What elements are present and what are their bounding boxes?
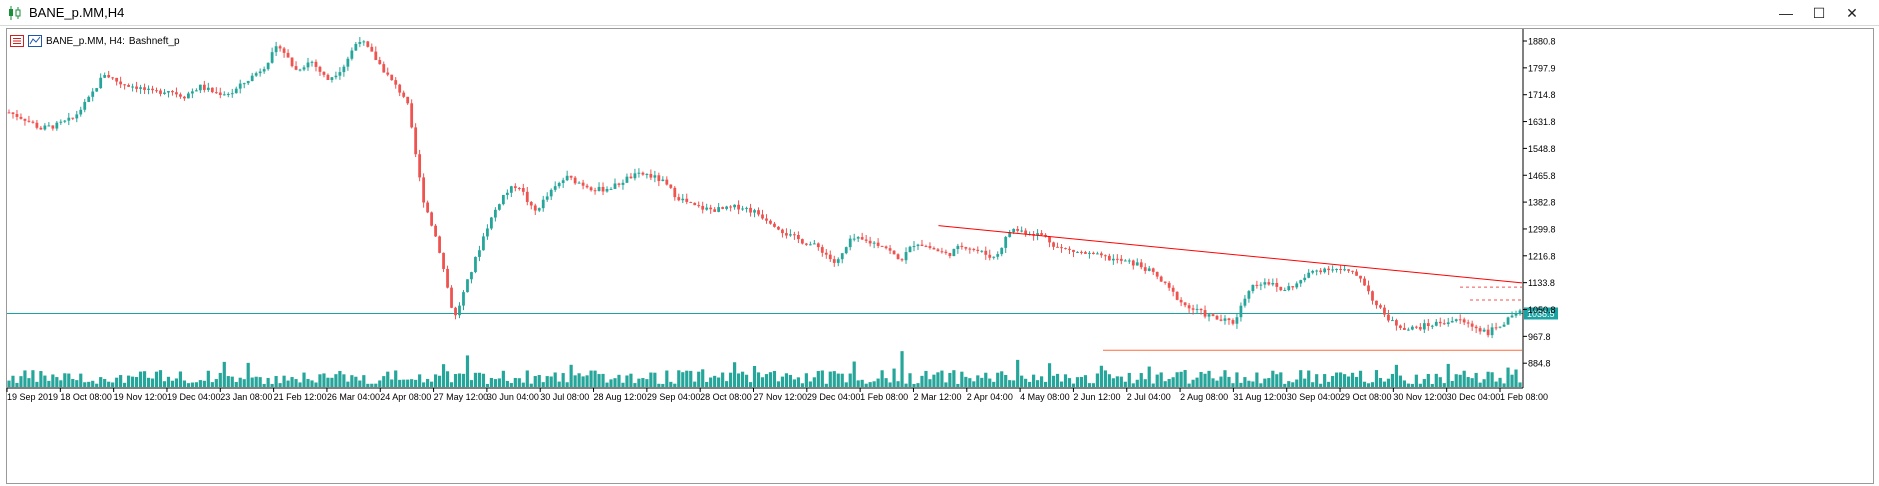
maximize-button[interactable]: ☐	[1812, 4, 1826, 21]
chart-header: BANE_p.MM, H4: Bashneft_p	[10, 33, 180, 49]
chart-area[interactable]	[6, 28, 1874, 484]
candlestick-app-icon	[9, 6, 21, 20]
window-titlebar: BANE_p.MM,H4 — ☐ ✕	[0, 0, 1879, 26]
close-button[interactable]: ✕	[1846, 4, 1858, 21]
object-list-icon[interactable]	[10, 35, 24, 47]
minimize-button[interactable]: —	[1779, 5, 1793, 21]
chart-description: Bashneft_p	[128, 35, 180, 47]
chart-symbol-label: BANE_p.MM, H4:	[46, 35, 125, 47]
indicator-list-icon[interactable]	[28, 35, 42, 47]
window-title: BANE_p.MM,H4	[29, 5, 125, 20]
